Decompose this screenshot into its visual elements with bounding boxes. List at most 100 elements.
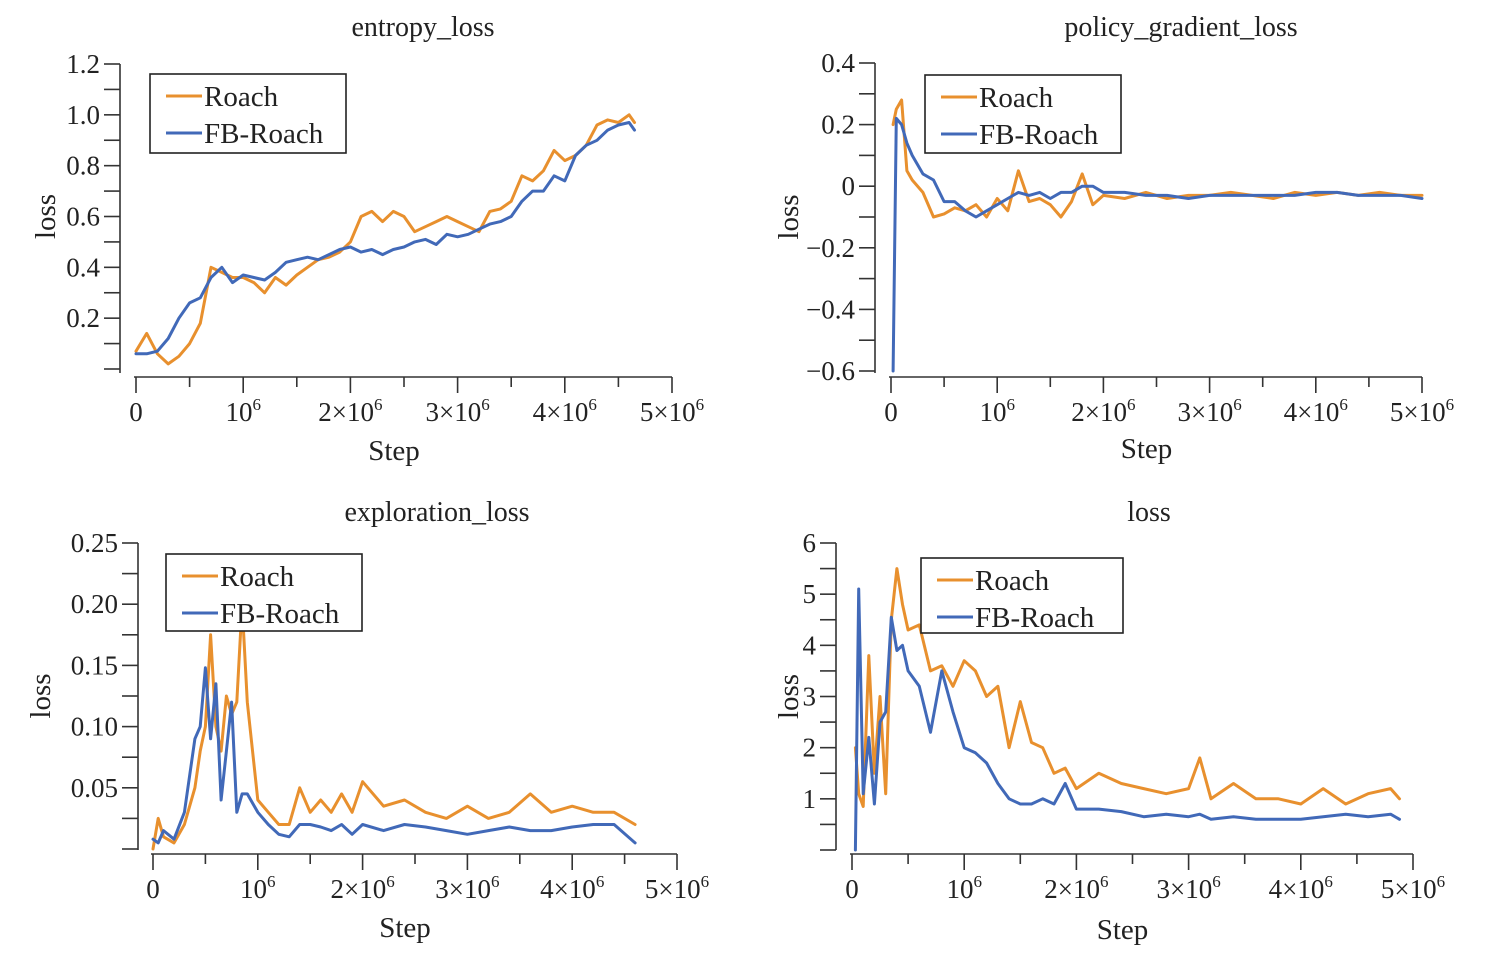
chart-title: exploration_loss [344,497,529,528]
y-tick-label: 0.15 [71,650,118,680]
x-tick-exponent: 6 [386,872,395,891]
x-tick-exponent: 6 [701,872,710,891]
y-tick-label: 1.2 [66,49,100,79]
chart-title: loss [1127,497,1171,528]
x-tick-label: 4×106 [533,395,597,427]
x-tick-label: 4×106 [1284,395,1348,427]
series-line-fb-roach [853,587,1401,852]
x-tick-label: 3×106 [425,395,489,427]
x-tick-label: 5×106 [645,872,709,904]
series-line-roach [134,113,636,366]
x-tick-label: 5×106 [640,395,704,427]
x-tick-label: 106 [225,395,261,427]
legend: Roach FB-Roach [165,553,363,632]
legend-box [924,74,1122,154]
series-line-roach [891,98,1424,219]
x-tick-label: 2×106 [318,395,382,427]
x-axis-label: Step [1097,914,1149,946]
x-axis-label: Step [1121,433,1173,465]
y-axis-label: loss [773,674,805,719]
x-tick-exponent: 6 [491,872,500,891]
y-tick-label: 0.4 [66,252,100,282]
x-tick-label: 106 [979,395,1014,427]
x-tick-label: 0 [129,397,143,427]
chart-policy: policy_gradient_loss −0.6 −0.4 −0.2 0 0.2 0.4 0… [773,12,1454,465]
y-tick-label: −0.2 [806,233,855,263]
x-tick-label: 5×106 [1390,395,1454,427]
legend-box [920,557,1124,634]
y-tick-label: 0.4 [821,48,855,78]
y-axis-label: loss [25,673,57,718]
x-tick-exponent: 6 [588,395,597,414]
x-tick-exponent: 6 [252,395,261,414]
legend-box [165,553,363,632]
y-tick-label: 0.2 [66,303,100,333]
x-tick-exponent: 6 [973,872,982,891]
x-tick-exponent: 6 [1339,395,1348,414]
y-tick-label: −0.6 [806,356,855,386]
y-tick-label: −0.4 [806,294,855,324]
x-tick-exponent: 6 [374,395,383,414]
y-tick-label: 4 [803,630,817,660]
x-tick-label: 3×106 [435,872,499,904]
x-tick-label: 5×106 [1381,872,1445,904]
x-tick-exponent: 6 [696,395,705,414]
legend: Roach FB-Roach [920,557,1124,634]
y-tick-label: 0.10 [71,712,118,742]
x-tick-exponent: 6 [1212,872,1221,891]
x-tick-label: 0 [884,397,898,427]
x-tick-label: 3×106 [1177,395,1241,427]
chart-exploration: exploration_loss 0.05 0.10 0.15 0.20 0.25 0 106… [25,497,709,944]
series-line-roach [151,602,637,851]
x-tick-exponent: 6 [596,872,605,891]
legend-box [149,73,347,154]
legend-label: FB-Roach [979,119,1099,151]
x-axis-label: Step [379,912,431,944]
legend: Roach FB-Roach [924,74,1122,154]
chart-entropy: entropy_loss 0.2 0.4 0.6 0.8 1.0 1.2 0 106 2×106 3… [30,12,704,467]
x-tick-exponent: 6 [1324,872,1333,891]
chart-title: policy_gradient_loss [1064,12,1297,43]
x-tick-exponent: 6 [481,395,490,414]
y-tick-label: 0.6 [66,202,100,232]
chart-total: loss 1 2 3 4 5 6 0 106 2×106 3×106 4×106 5×106 Step lo… [773,497,1445,946]
x-tick-label: 3×106 [1156,872,1220,904]
x-tick-label: 2×106 [1044,872,1108,904]
legend-label: Roach [979,82,1054,114]
x-tick-label: 4×106 [540,872,604,904]
legend: Roach FB-Roach [149,73,347,154]
y-tick-label: 0.8 [66,151,100,181]
y-tick-label: 0.2 [821,110,855,140]
y-tick-label: 1.0 [66,100,100,130]
x-tick-label: 2×106 [1071,395,1135,427]
legend-label: Roach [975,565,1050,597]
y-tick-label: 0 [842,171,856,201]
legend-label: Roach [204,81,279,113]
series-line-fb-roach [151,666,637,845]
y-tick-label: 0.05 [71,773,118,803]
x-tick-label: 2×106 [330,872,394,904]
series-line-fb-roach [891,116,1424,373]
legend-label: FB-Roach [220,598,340,630]
y-tick-label: 3 [803,682,817,712]
x-tick-label: 106 [946,872,982,904]
x-tick-label: 4×106 [1269,872,1333,904]
x-tick-exponent: 6 [1233,395,1242,414]
y-tick-label: 1 [803,784,817,814]
chart-title: entropy_loss [351,12,494,43]
y-tick-label: 0.20 [71,589,118,619]
x-tick-label: 106 [240,872,276,904]
x-axis-label: Step [368,435,420,467]
legend-label: FB-Roach [204,118,324,150]
y-tick-label: 0.25 [71,528,118,558]
series-line-fb-roach [134,121,636,356]
x-tick-label: 0 [146,874,160,904]
x-tick-exponent: 6 [1446,395,1455,414]
x-tick-label: 0 [845,874,859,904]
x-tick-exponent: 6 [1006,395,1015,414]
y-axis-label: loss [30,194,62,239]
x-tick-exponent: 6 [1437,872,1446,891]
y-axis-label: loss [773,194,805,239]
legend-label: Roach [220,561,295,593]
